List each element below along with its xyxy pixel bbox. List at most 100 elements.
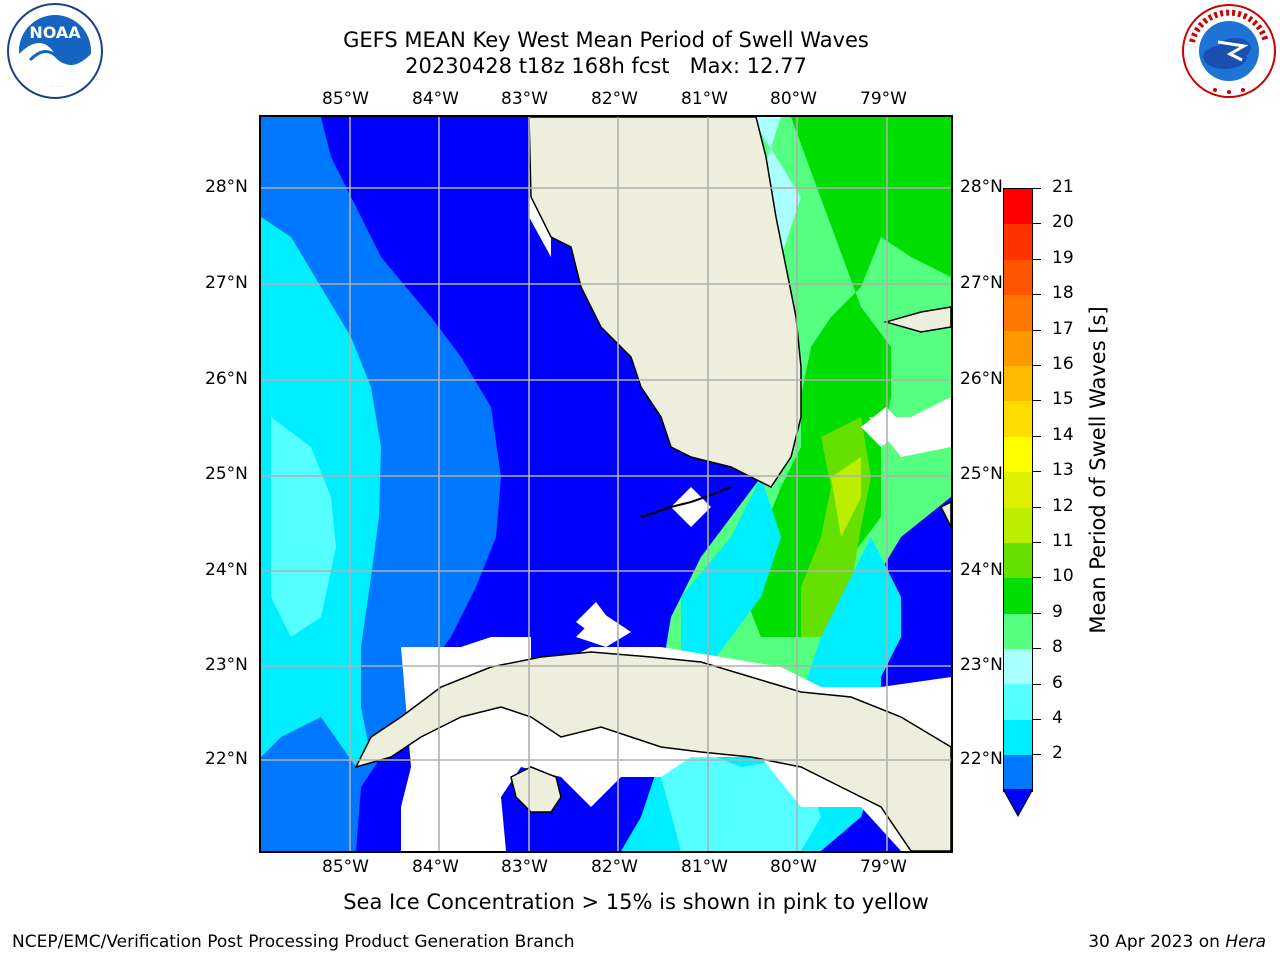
colorbar-tick-label: 8 [1052, 637, 1063, 658]
colorbar-tick-mark [1033, 719, 1041, 720]
left-lat-label: 27°N [205, 273, 248, 293]
colorbar-tick-label: 4 [1052, 708, 1063, 728]
swell-band-12-13 [831, 457, 861, 537]
colorbar-tick-label: 20 [1052, 212, 1074, 233]
right-lat-label: 22°N [960, 749, 1003, 769]
colorbar-tick-mark [1033, 471, 1041, 473]
footer-date-text: 30 Apr 2023 on [1088, 932, 1226, 952]
right-lat-label: 26°N [960, 369, 1003, 389]
colorbar-tick-mark [1033, 294, 1041, 296]
colorbar-segment [1004, 472, 1032, 508]
noaa-logo-icon: NOAA [7, 3, 103, 99]
colorbar-tick-mark [1033, 365, 1041, 366]
colorbar-tick-mark [1033, 188, 1041, 189]
bahamas-land [883, 306, 951, 333]
right-lat-label: 27°N [960, 273, 1003, 293]
colorbar-tick-mark [1033, 400, 1041, 402]
bottom-lon-label: 82°W [591, 857, 638, 877]
colorbar-tick-mark [1033, 648, 1041, 650]
map-title-line1: GEFS MEAN Key West Mean Period of Swell … [343, 28, 869, 52]
colorbar-tick-label: 16 [1052, 354, 1074, 374]
colorbar-tick-mark [1033, 329, 1041, 331]
colorbar-tick-label: 10 [1052, 566, 1074, 587]
colorbar-segment [1004, 259, 1032, 296]
cuba-land [354, 651, 951, 851]
top-lon-label: 81°W [681, 89, 728, 109]
bottom-lon-label: 79°W [860, 857, 907, 877]
right-lat-label: 25°N [960, 464, 1003, 484]
map-panel[interactable] [259, 115, 953, 853]
top-lon-label: 80°W [770, 89, 817, 109]
no-data-area [576, 407, 906, 647]
noaa-logo-text: NOAA [29, 23, 81, 42]
swell-band-8-9-west [271, 417, 336, 637]
colorbar-segment [1004, 542, 1032, 579]
top-lon-label: 85°W [322, 89, 369, 109]
colorbar-tick-label: 21 [1052, 177, 1074, 197]
right-lat-label: 28°N [960, 177, 1003, 197]
sea-ice-note: Sea Ice Concentration > 15% is shown in … [343, 890, 929, 914]
right-lat-label: 23°N [960, 655, 1003, 675]
colorbar-segment [1004, 578, 1032, 614]
colorbar-tick-label: 11 [1052, 531, 1074, 551]
florida-keys [640, 486, 732, 518]
top-lon-label: 84°W [412, 89, 459, 109]
colorbar-segment [1004, 365, 1032, 402]
colorbar-tick-mark [1033, 612, 1041, 614]
colorbar-tick-label: 9 [1052, 601, 1063, 622]
bottom-lon-label: 84°W [412, 857, 459, 877]
map-graticule [261, 117, 951, 851]
footer-credit: NCEP/EMC/Verification Post Processing Pr… [12, 932, 575, 952]
left-lat-label: 23°N [205, 655, 248, 675]
colorbar-segment [1004, 507, 1032, 543]
colorbar-tick-label: 13 [1052, 460, 1074, 481]
colorbar-segment [1004, 189, 1032, 225]
colorbar-segment [1004, 436, 1032, 473]
colorbar-tick-mark [1033, 577, 1041, 579]
left-lat-label: 24°N [205, 560, 248, 580]
nws-logo-icon [1182, 4, 1276, 98]
top-lon-label: 82°W [591, 89, 638, 109]
colorbar-segment [1004, 719, 1032, 756]
colorbar-title: Mean Period of Swell Waves [s] [1086, 306, 1110, 634]
bottom-lon-label: 83°W [501, 857, 548, 877]
colorbar-tick-mark [1033, 223, 1041, 225]
colorbar-segment [1004, 755, 1032, 791]
colorbar-segment [1004, 613, 1032, 650]
top-lon-label: 79°W [860, 89, 907, 109]
colorbar-tick-label: 12 [1052, 495, 1074, 516]
swell-band-10-11 [741, 117, 951, 637]
colorbar-segment [1004, 401, 1032, 437]
colorbar-tick-mark [1033, 542, 1041, 543]
colorbar [1003, 188, 1033, 792]
colorbar-tick-label: 18 [1052, 283, 1074, 304]
florida-land [528, 117, 802, 488]
map-canvas [261, 117, 951, 851]
bottom-lon-label: 81°W [681, 857, 728, 877]
left-lat-label: 22°N [205, 749, 248, 769]
colorbar-extend-triangle [1003, 788, 1033, 817]
colorbar-tick-mark [1033, 754, 1041, 756]
colorbar-tick-mark [1033, 435, 1041, 437]
right-lat-label: 24°N [960, 560, 1003, 580]
colorbar-tick-mark [1033, 258, 1041, 260]
footer-host: Hera [1225, 932, 1266, 952]
isla-juventud-land [510, 766, 562, 813]
colorbar-tick-mark [1033, 683, 1041, 685]
bottom-lon-label: 80°W [770, 857, 817, 877]
colorbar-tick-label: 19 [1052, 247, 1074, 268]
colorbar-segment [1004, 649, 1032, 685]
colorbar-tick-mark [1033, 506, 1041, 508]
colorbar-segment [1004, 224, 1032, 260]
colorbar-tick-label: 6 [1052, 672, 1063, 693]
bahamas-land [939, 501, 951, 528]
footer-date: 30 Apr 2023 on Hera [1088, 932, 1266, 952]
bottom-lon-label: 85°W [322, 857, 369, 877]
colorbar-segment [1004, 295, 1032, 331]
colorbar-segment [1004, 684, 1032, 720]
colorbar-tick-label: 17 [1052, 318, 1074, 339]
left-lat-label: 26°N [205, 369, 248, 389]
left-lat-label: 25°N [205, 464, 248, 484]
top-lon-label: 83°W [501, 89, 548, 109]
colorbar-tick-label: 15 [1052, 389, 1074, 410]
